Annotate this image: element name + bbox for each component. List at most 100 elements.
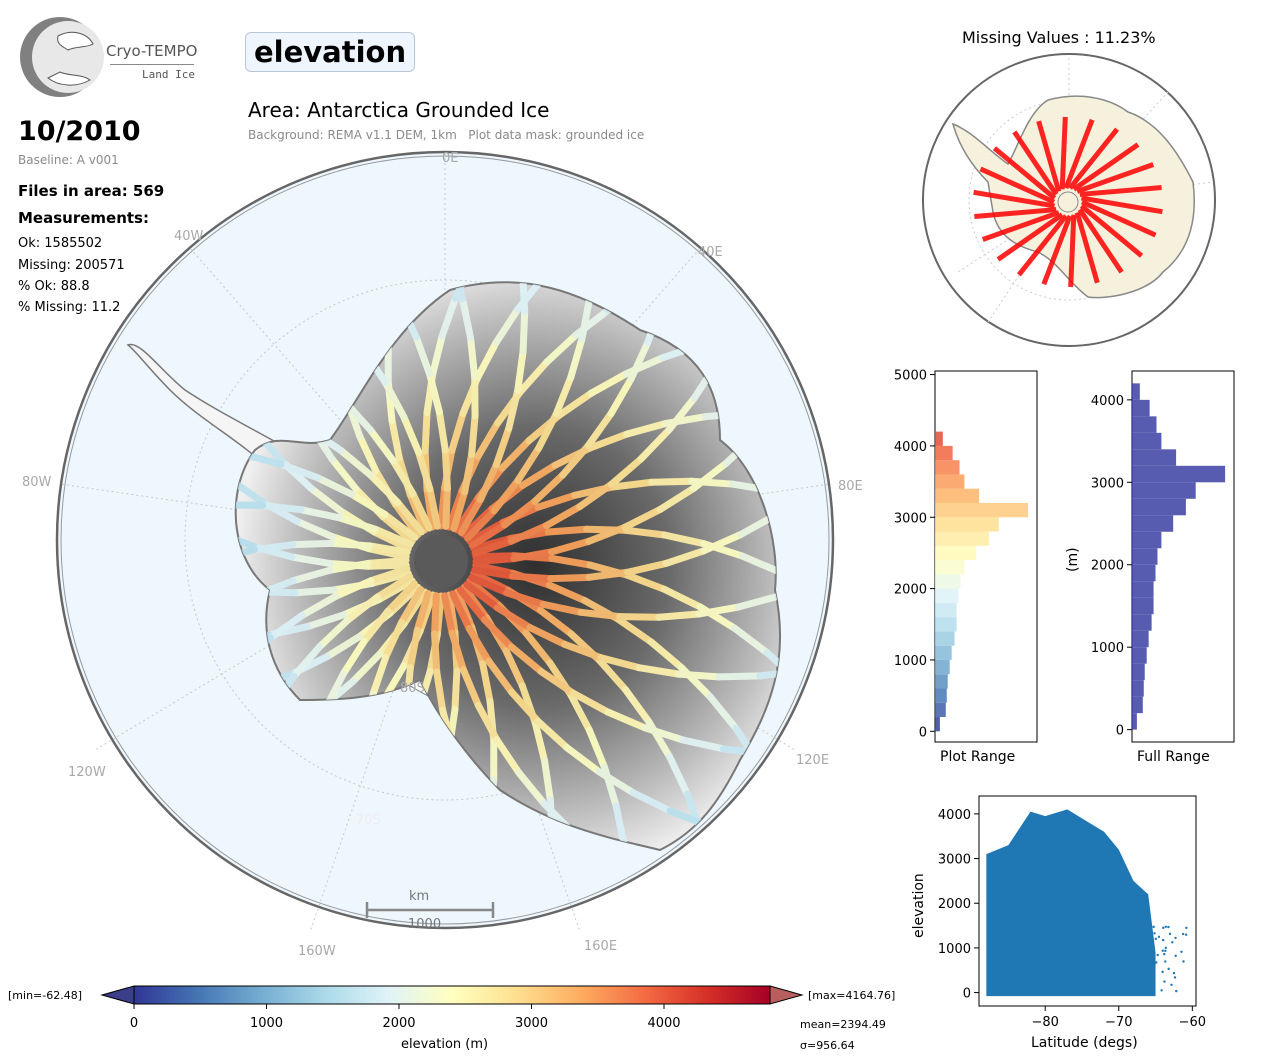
colorbar-min-label: [min=-62.48] [8, 989, 82, 1002]
lat-label-80s: 80S [400, 681, 425, 696]
hist-bar-1 [935, 703, 946, 717]
scatter-point [1147, 948, 1149, 950]
latitude-scatter: 01000200030004000−80 −70 −60 elevation Lat… [900, 788, 1220, 1058]
colorbar-xlabel: elevation (m) [401, 1037, 488, 1052]
track-segment [702, 833, 713, 874]
scatter-point [1162, 927, 1164, 929]
scatter-cloud [986, 809, 1155, 996]
colorbar-tick-label-4: 4000 [647, 1016, 680, 1031]
scatter-point [1153, 932, 1155, 934]
track-segment [548, 529, 586, 532]
full-range-ylabel: (m) [1065, 547, 1081, 572]
track-segment [331, 543, 369, 545]
scatter-point [1163, 980, 1165, 982]
main-polar-map: 0E 40E 80E 120E 160E 160W 120W 80W 40W 8… [0, 140, 880, 970]
track-segment [659, 614, 699, 617]
track-segment [375, 932, 389, 970]
track-segment [337, 930, 365, 963]
hist-bar-6 [935, 631, 955, 645]
scatter-xtick-label-0: −80 [1031, 1015, 1058, 1030]
lon-label-160e: 160E [584, 939, 617, 954]
hist-bar-5 [1132, 631, 1149, 647]
lon-label-80e: 80E [838, 479, 863, 494]
hist-ytick-label-2: 2000 [1091, 559, 1124, 574]
hist-bar-0 [935, 717, 940, 731]
full-range-bars [1132, 383, 1225, 729]
scatter-point [1165, 947, 1167, 949]
hist-bar-15 [935, 503, 1028, 517]
scatter-ytick-label-4: 4000 [938, 808, 971, 823]
hist-ytick-label-1: 1000 [1091, 641, 1124, 656]
hist-bar-14 [935, 517, 999, 531]
hist-bar-0 [1132, 713, 1137, 729]
hist-bar-9 [1132, 565, 1156, 581]
scatter-ytick-label-3: 3000 [938, 853, 971, 868]
hist-ytick-label-2: 2000 [894, 583, 927, 598]
hist-ytick-label-3: 3000 [894, 511, 927, 526]
track-segment [536, 923, 545, 965]
hist-bar-7 [1132, 598, 1154, 614]
track-segment [445, 450, 447, 488]
hist-bar-3 [935, 674, 948, 688]
scatter-point [1180, 951, 1182, 953]
plot-range-bars [935, 432, 1028, 732]
track-segment [678, 674, 718, 677]
scatter-point [1155, 938, 1157, 940]
colorbar-tick-label-0: 0 [130, 1016, 138, 1031]
hist-bar-17 [1132, 433, 1161, 449]
colorbar-mean-label: mean=2394.49 [800, 1018, 886, 1031]
scatter-point [1167, 926, 1169, 928]
hist-bar-4 [935, 660, 950, 674]
hist-bar-17 [935, 474, 964, 488]
scatter-points [986, 809, 1187, 996]
hist-bar-11 [1132, 532, 1161, 548]
scatter-point [1155, 961, 1157, 963]
colorbar-max-label: [max=4164.76] [808, 989, 895, 1002]
track-segment [162, 853, 202, 869]
lon-label-0e: 0E [442, 151, 459, 166]
hist-bar-20 [1132, 383, 1140, 399]
hist-ytick-label-4: 4000 [1091, 394, 1124, 409]
track-segment [293, 543, 332, 544]
lon-label-80w: 80W [22, 475, 52, 490]
colorbar-body [134, 986, 770, 1004]
hist-ytick-label-3: 3000 [1091, 476, 1124, 491]
track-segment [638, 882, 675, 903]
scatter-point [1170, 984, 1172, 986]
hist-bar-5 [935, 646, 952, 660]
hist-bar-3 [1132, 664, 1145, 680]
hist-bar-16 [1132, 449, 1176, 465]
hist-bar-19 [1132, 400, 1150, 416]
scatter-point [1175, 990, 1177, 992]
track-segment [38, 631, 71, 658]
scatter-point [1152, 926, 1154, 928]
hist-ytick-label-5: 5000 [894, 369, 927, 384]
track-segment [244, 901, 279, 926]
cryo-tempo-logo: Cryo-TEMPO Land Ice [18, 16, 202, 100]
full-range-xlabel: Full Range [1137, 749, 1210, 765]
track-segment [435, 596, 437, 634]
scatter-xtick-label-1: −70 [1105, 1015, 1132, 1030]
track-segment [472, 416, 475, 454]
track-segment [555, 920, 586, 950]
hist-bar-13 [1132, 499, 1186, 515]
parameter-title: elevation [245, 32, 415, 72]
track-segment [719, 676, 760, 677]
scale-unit: km [409, 889, 429, 904]
hist-bar-8 [935, 603, 957, 617]
scatter-point [1171, 941, 1173, 943]
track-segment [613, 482, 652, 487]
scatter-point [1157, 954, 1159, 956]
missing-values-map [918, 52, 1220, 354]
scatter-point [1162, 939, 1164, 941]
logo-title: Cryo-TEMPO [106, 42, 197, 60]
track-segment [476, 559, 514, 562]
hist-bar-12 [935, 546, 976, 560]
hist-bar-14 [1132, 482, 1196, 498]
scatter-point [1169, 933, 1171, 935]
scatter-point [1150, 951, 1152, 953]
hist-bar-18 [935, 460, 960, 474]
colorbar-min-extend [102, 986, 134, 1004]
scatter-point [1165, 926, 1167, 928]
scatter-ytick-label-1: 1000 [938, 942, 971, 957]
